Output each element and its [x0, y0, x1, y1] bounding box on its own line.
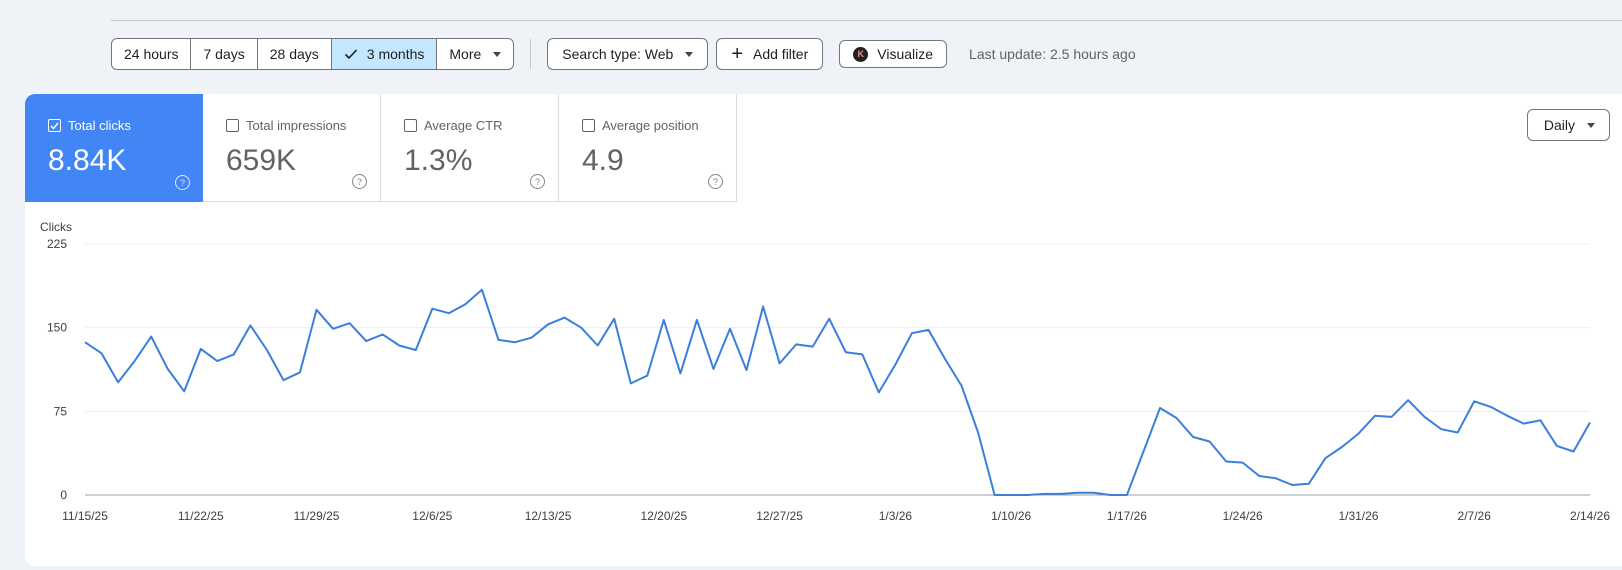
visualize-label: Visualize	[877, 46, 934, 62]
range-label: 7 days	[203, 46, 245, 62]
dropdown-arrow-icon	[685, 51, 694, 57]
granularity-dropdown[interactable]: Daily	[1526, 109, 1610, 141]
y-axis-title: Clicks	[40, 220, 72, 234]
metric-label: Total clicks	[68, 118, 131, 133]
last-update-text: Last update: 2.5 hours ago	[969, 46, 1136, 62]
search-type-dropdown[interactable]: Search type: Web	[547, 38, 709, 70]
help-icon[interactable]: ?	[175, 175, 190, 190]
toolbar-divider	[530, 39, 532, 69]
x-tick-label: 1/31/26	[1338, 509, 1378, 523]
x-tick-label: 12/6/25	[412, 509, 452, 523]
x-tick-label: 11/29/25	[294, 509, 340, 523]
metric-label-row: Average CTR	[404, 118, 503, 133]
x-tick-label: 12/13/25	[525, 509, 572, 523]
metric-value: 1.3%	[404, 144, 473, 177]
help-icon[interactable]: ?	[352, 174, 367, 189]
dropdown-arrow-icon	[1587, 122, 1595, 128]
top-divider	[111, 20, 1622, 21]
date-toolbar: 24 hours 7 days 28 days 3 months More Se…	[111, 38, 1136, 70]
metric-label-row: Total impressions	[226, 118, 346, 133]
more-ranges-dropdown[interactable]: More	[437, 39, 513, 69]
search-type-label: Search type: Web	[562, 46, 674, 62]
x-tick-label: 12/20/25	[640, 509, 687, 523]
checkbox-icon[interactable]	[226, 119, 239, 132]
y-tick-label: 150	[47, 321, 67, 335]
checkbox-icon[interactable]	[404, 119, 417, 132]
metric-label-row: Total clicks	[48, 118, 131, 133]
visualize-button[interactable]: K Visualize	[839, 40, 948, 68]
granularity-label: Daily	[1543, 117, 1575, 133]
metric-average-position[interactable]: Average position 4.9 ?	[559, 94, 737, 202]
clicks-line-chart: Clicks 0 75 150 225 11/15/25 11/22/25 11/29/25 1…	[40, 220, 1610, 523]
y-tick-label: 75	[54, 404, 68, 418]
x-tick-label: 12/27/25	[756, 509, 803, 523]
y-tick-label: 0	[60, 488, 67, 502]
add-filter-label: Add filter	[753, 46, 809, 62]
metric-average-ctr[interactable]: Average CTR 1.3% ?	[381, 94, 559, 202]
range-7-days[interactable]: 7 days	[191, 39, 258, 69]
add-filter-button[interactable]: + Add filter	[716, 38, 824, 70]
range-3-months[interactable]: 3 months	[331, 39, 438, 69]
metric-value: 659K	[226, 144, 297, 177]
performance-card: Total clicks 8.84K ? Total impressions 6…	[25, 94, 1622, 566]
checkmark-icon	[344, 48, 358, 60]
metric-label: Average position	[602, 118, 699, 133]
x-tick-label: 2/14/26	[1570, 509, 1610, 523]
metric-total-clicks[interactable]: Total clicks 8.84K ?	[25, 94, 203, 202]
y-tick-label: 225	[47, 237, 67, 251]
range-label: 24 hours	[124, 46, 179, 62]
dropdown-arrow-icon	[493, 51, 502, 57]
x-tick-label: 1/3/26	[879, 509, 913, 523]
checkbox-icon[interactable]	[582, 119, 595, 132]
date-range-selector: 24 hours 7 days 28 days 3 months More	[111, 38, 515, 70]
range-label: 3 months	[366, 46, 425, 62]
extension-logo-icon: K	[853, 46, 869, 62]
metric-label-row: Average position	[582, 118, 699, 133]
range-24-hours[interactable]: 24 hours	[112, 39, 192, 69]
metric-label: Total impressions	[246, 118, 347, 133]
metric-value: 8.84K	[48, 144, 127, 177]
checkbox-checked-icon[interactable]	[48, 119, 61, 132]
x-tick-label: 1/10/26	[991, 509, 1031, 523]
metric-label: Average CTR	[424, 118, 503, 133]
x-tick-label: 11/22/25	[178, 509, 224, 523]
x-tick-label: 1/17/26	[1107, 509, 1147, 523]
x-tick-label: 2/7/26	[1458, 509, 1492, 523]
more-label: More	[449, 46, 482, 62]
range-label: 28 days	[269, 46, 319, 62]
clicks-series-line	[84, 288, 1591, 496]
help-icon[interactable]: ?	[530, 174, 545, 189]
help-icon[interactable]: ?	[708, 174, 723, 189]
metric-total-impressions[interactable]: Total impressions 659K ?	[203, 94, 381, 202]
x-tick-label: 1/24/26	[1223, 509, 1263, 523]
metric-value: 4.9	[582, 144, 624, 177]
x-tick-label: 11/15/25	[62, 509, 108, 523]
range-28-days[interactable]: 28 days	[258, 39, 332, 69]
plus-icon: +	[731, 43, 743, 65]
